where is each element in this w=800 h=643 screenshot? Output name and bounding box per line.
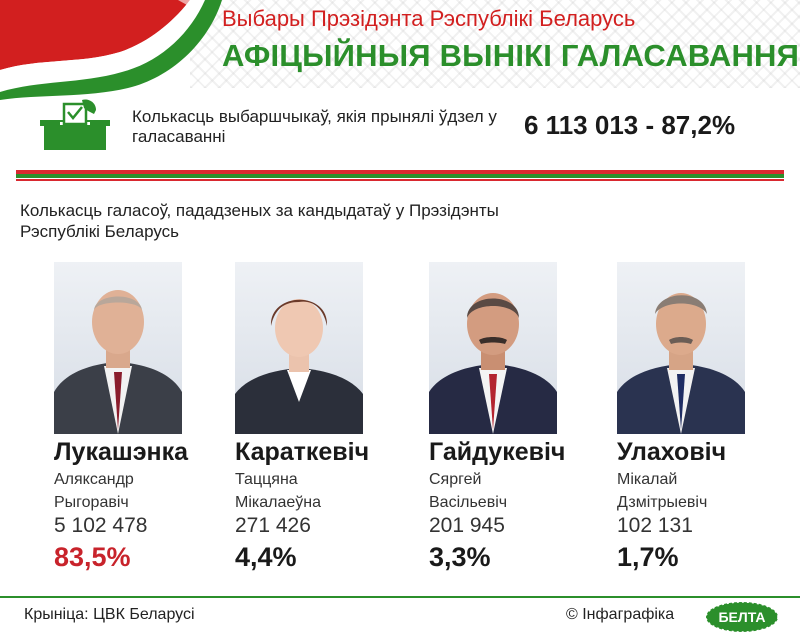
turnout-label: Колькасць выбаршчыкаў, якія прынялі ўдзе…: [132, 107, 497, 146]
candidate-surname: Караткевіч: [235, 438, 370, 466]
candidate-votes: 102 131: [617, 514, 693, 537]
votes-heading: Колькасць галасоў, пададзеных за кандыда…: [20, 201, 499, 241]
candidate-percent: 83,5%: [54, 542, 131, 572]
candidate-percent: 3,3%: [429, 542, 491, 572]
candidate-first-name: Таццяна: [235, 471, 298, 488]
belta-logo-text: БЕЛТА: [718, 609, 765, 625]
candidate-patronymic: Мікалаеўна: [235, 494, 321, 511]
copyright-note: © Інфаграфіка: [566, 606, 675, 623]
candidate-surname: Лукашэнка: [54, 438, 189, 466]
candidate-votes: 271 426: [235, 514, 311, 537]
candidate-percent: 1,7%: [617, 542, 679, 572]
candidate-surname: Гайдукевіч: [429, 438, 566, 466]
candidate-portrait: [617, 262, 745, 434]
candidate-portrait: [235, 262, 363, 434]
divider: [16, 170, 784, 182]
candidate-first-name: Сяргей: [429, 471, 482, 488]
candidate-card: Гайдукевіч Сяргей Васільевіч 201 945 3,3…: [429, 262, 614, 582]
candidate-given-names: Аляксандр Рыгоравіч: [54, 468, 239, 514]
belta-logo-icon: БЕЛТА: [705, 601, 779, 633]
candidate-patronymic: Васільевіч: [429, 494, 508, 511]
candidate-given-names: Сяргей Васільевіч: [429, 468, 614, 514]
flag-ribbon-icon: [0, 0, 222, 100]
candidate-votes: 201 945: [429, 514, 505, 537]
candidate-card: Караткевіч Таццяна Мікалаеўна 271 426 4,…: [235, 262, 420, 582]
candidate-first-name: Аляксандр: [54, 471, 134, 488]
ballot-box-icon: [40, 99, 110, 150]
footer-divider: [0, 596, 800, 598]
candidate-first-name: Мікалай: [617, 471, 678, 488]
candidate-votes: 5 102 478: [54, 514, 148, 537]
page-title: АФІЦЫЙНЫЯ ВЫНІКІ ГАЛАСАВАННЯ: [222, 38, 800, 73]
candidate-portrait: [54, 262, 182, 434]
candidate-patronymic: Рыгоравіч: [54, 494, 129, 511]
candidate-given-names: Таццяна Мікалаеўна: [235, 468, 420, 514]
source-note: Крыніца: ЦВК Беларусі: [24, 606, 195, 623]
candidate-given-names: Мікалай Дзмітрыевіч: [617, 468, 800, 514]
candidate-portrait: [429, 262, 557, 434]
candidate-card: Лукашэнка Аляксандр Рыгоравіч 5 102 478 …: [54, 262, 239, 582]
turnout-value: 6 113 013 - 87,2%: [524, 110, 736, 140]
candidate-patronymic: Дзмітрыевіч: [617, 494, 708, 511]
header-subtitle: Выбары Прэзідэнта Рэспублікі Беларусь: [222, 6, 636, 31]
candidate-percent: 4,4%: [235, 542, 297, 572]
candidate-card: Улаховіч Мікалай Дзмітрыевіч 102 131 1,7…: [617, 262, 800, 582]
ornament-pattern: [190, 0, 800, 88]
candidate-surname: Улаховіч: [617, 438, 727, 466]
